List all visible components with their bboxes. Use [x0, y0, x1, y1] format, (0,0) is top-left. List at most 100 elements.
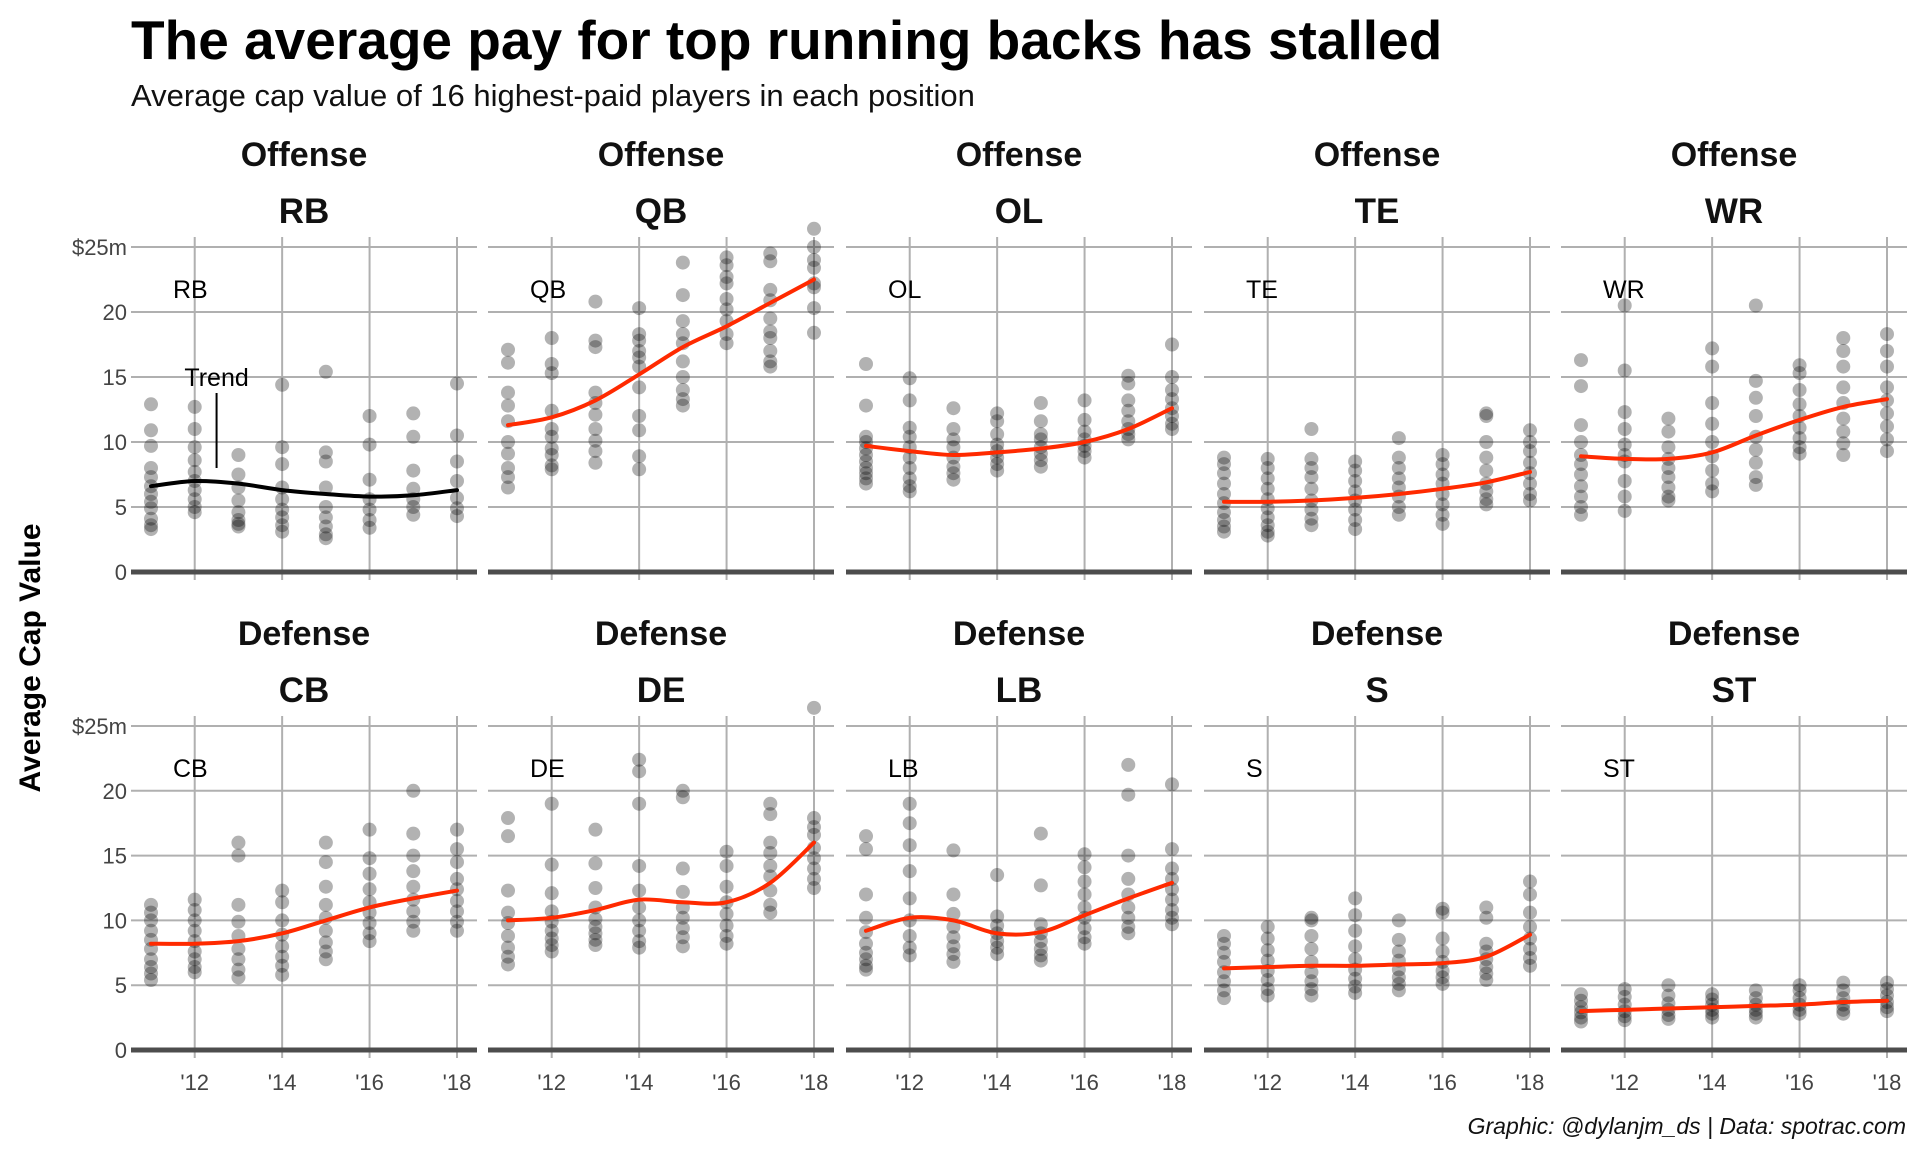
- data-point: [1748, 1006, 1763, 1021]
- data-point: [1348, 484, 1363, 499]
- panel-tag: QB: [530, 276, 566, 304]
- data-point: [362, 866, 377, 881]
- data-point: [144, 518, 158, 533]
- data-point: [1880, 1000, 1894, 1015]
- data-point: [807, 240, 821, 254]
- data-point: [1574, 489, 1588, 504]
- data-point: [1033, 396, 1048, 410]
- trend-line: [1222, 932, 1532, 971]
- data-point: [544, 331, 559, 345]
- data-point: [632, 327, 647, 342]
- data-point: [675, 370, 690, 384]
- facet-position-label: OL: [995, 192, 1044, 231]
- data-point: [1705, 992, 1720, 1007]
- panel-tag: ST: [1603, 755, 1635, 783]
- data-point: [544, 422, 559, 436]
- data-point: [859, 952, 873, 967]
- data-point: [1165, 910, 1179, 925]
- data-point: [1880, 982, 1894, 997]
- data-point: [501, 915, 515, 930]
- x-tick-label: '14: [625, 1070, 654, 1095]
- data-point: [946, 947, 961, 962]
- data-point: [990, 457, 1005, 472]
- data-point: [1836, 380, 1851, 395]
- data-point: [1836, 1006, 1851, 1021]
- x-tick-label: '18: [1516, 1070, 1545, 1095]
- data-point: [588, 881, 603, 895]
- data-point: [675, 314, 690, 329]
- data-point: [1348, 908, 1363, 923]
- data-point: [144, 511, 158, 526]
- data-point: [1836, 448, 1851, 462]
- y-tick-label: 10: [103, 908, 127, 933]
- data-point: [544, 357, 559, 371]
- data-point: [675, 790, 690, 805]
- data-point: [362, 915, 377, 930]
- data-point: [1121, 414, 1136, 429]
- data-point: [406, 923, 421, 938]
- panel-tag: CB: [173, 755, 208, 783]
- data-point: [1836, 359, 1851, 374]
- data-point: [990, 947, 1005, 962]
- data-point: [632, 752, 647, 767]
- data-point: [1435, 467, 1450, 482]
- data-point: [859, 910, 873, 925]
- data-point: [1479, 484, 1494, 499]
- data-point: [544, 448, 559, 462]
- data-point: [187, 505, 202, 520]
- data-point: [1121, 757, 1136, 772]
- data-point: [807, 827, 821, 842]
- data-point: [719, 879, 734, 894]
- y-tick-label: 10: [103, 430, 127, 455]
- data-point: [763, 246, 778, 261]
- data-point: [990, 868, 1005, 883]
- data-point: [1836, 983, 1851, 998]
- data-point: [990, 427, 1005, 442]
- data-point: [231, 493, 246, 508]
- data-point: [1304, 481, 1319, 496]
- data-point: [144, 952, 158, 967]
- data-point: [1617, 474, 1632, 488]
- data-point: [1304, 422, 1319, 436]
- data-point: [144, 397, 158, 412]
- data-point: [1348, 474, 1363, 488]
- data-point: [1748, 409, 1763, 423]
- data-point: [318, 510, 333, 525]
- data-point: [275, 895, 290, 910]
- data-point: [1574, 457, 1588, 472]
- data-point: [632, 934, 647, 949]
- data-point: [1217, 487, 1231, 501]
- data-point: [1523, 455, 1537, 470]
- data-point: [1479, 910, 1494, 925]
- data-point: [1348, 891, 1363, 906]
- data-point: [406, 507, 421, 522]
- data-point: [1217, 928, 1231, 943]
- data-point: [1260, 988, 1275, 1003]
- data-point: [144, 423, 158, 438]
- facet-group-label: Defense: [953, 615, 1085, 653]
- data-point: [231, 897, 246, 912]
- trend-line: [864, 880, 1174, 937]
- data-point: [1435, 905, 1450, 920]
- data-point: [632, 913, 647, 928]
- data-point: [1479, 973, 1494, 988]
- data-point: [450, 490, 464, 505]
- data-point: [318, 897, 333, 912]
- data-point: [1348, 939, 1363, 954]
- data-point: [1523, 958, 1537, 973]
- data-point: [1304, 941, 1319, 956]
- data-point: [1391, 461, 1406, 475]
- data-point: [1391, 431, 1406, 446]
- data-point: [632, 796, 647, 811]
- data-point: [632, 900, 647, 915]
- data-point: [187, 965, 202, 980]
- data-point: [1260, 481, 1275, 496]
- data-point: [406, 463, 421, 478]
- data-point: [859, 466, 873, 481]
- data-point: [1121, 393, 1136, 408]
- data-point: [1217, 457, 1231, 472]
- data-point: [275, 510, 290, 525]
- data-point: [144, 913, 158, 928]
- data-point: [1304, 988, 1319, 1003]
